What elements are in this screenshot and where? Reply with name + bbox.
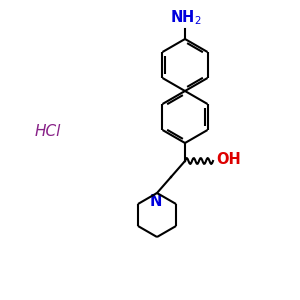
Text: NH$_2$: NH$_2$ — [170, 8, 202, 27]
Text: HCl: HCl — [35, 124, 61, 140]
Text: OH: OH — [216, 152, 241, 167]
Text: N: N — [150, 194, 162, 209]
